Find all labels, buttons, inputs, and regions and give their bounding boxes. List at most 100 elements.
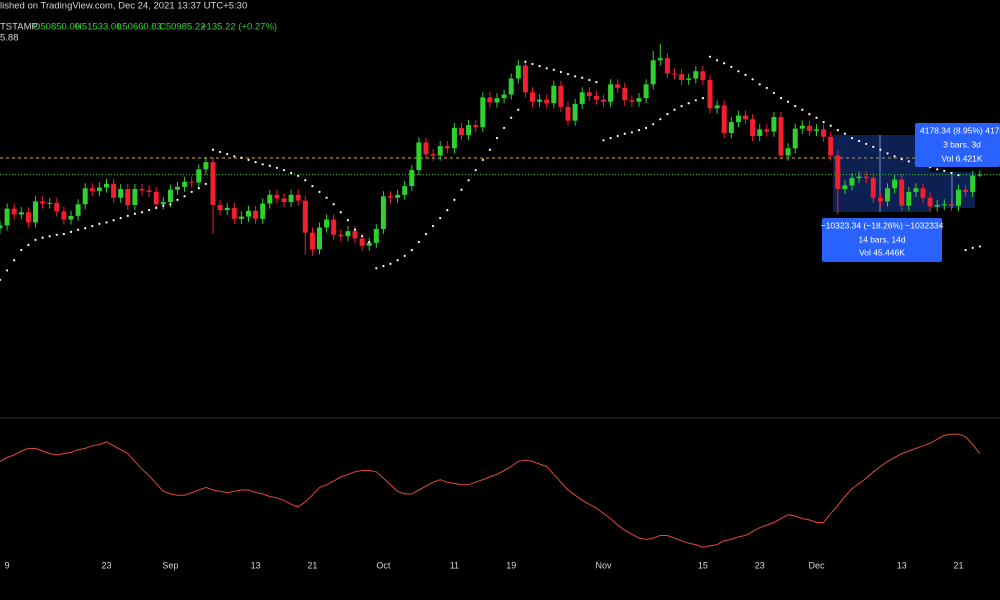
sar-dot [155,206,158,210]
candle-body [338,234,344,237]
x-tick-label: Nov [595,560,612,570]
sar-dot [503,126,506,130]
sar-dot [318,190,321,194]
sar-dot [566,73,570,76]
ohlc-close: C50985.22 [159,22,205,33]
candle-body [757,129,763,136]
sar-dot [282,169,286,172]
sar-dot [148,208,151,212]
ohlc-low: L50660.83 [117,22,162,33]
candle-body [139,189,145,191]
sar-dot [858,139,861,143]
candle-body [970,175,976,192]
sar-dot [439,216,442,220]
candle-body [388,196,393,198]
sar-dot [701,97,705,100]
sar-dot [787,100,790,103]
candle-body [25,212,31,223]
measure-volume: Vol 6.421K [941,153,982,163]
candle-body [728,122,734,134]
candle-body [863,176,869,179]
candle-body [125,189,131,205]
candle-body [501,94,507,99]
sar-dot [957,174,960,177]
candle-body [111,183,117,198]
sar-dot [233,155,236,158]
candle-body [409,170,415,187]
candle-body [437,146,443,156]
candle-body [537,99,543,102]
candle-body [146,190,152,192]
sar-dot [446,208,449,212]
candle-body [89,188,95,192]
candle-body [700,71,706,80]
candle-body [40,201,46,204]
candle-body [593,95,599,100]
sar-dot [20,248,23,252]
sar-dot [716,59,719,62]
sar-dot [325,196,328,199]
sar-dot [0,278,2,281]
x-tick-label: 19 [506,560,516,570]
candle-body [821,129,827,137]
sar-dot [176,198,179,202]
sar-dot [758,83,761,86]
sar-dot [247,158,250,162]
sar-dot [843,132,847,135]
sar-dot [744,73,747,76]
sar-dot [48,235,51,238]
candle-body [224,207,230,211]
ohlc-high: H51533.00 [75,22,121,33]
sar-dot [836,129,839,132]
candle-body [963,189,969,192]
sar-dot [616,134,619,138]
sar-dot [581,76,584,79]
sar-dot [140,211,144,214]
candle-body [579,92,585,104]
sar-dot [389,262,392,265]
sar-dot [417,240,420,244]
candle-body [565,106,571,121]
candle-body [828,136,834,156]
sar-dot [680,105,683,108]
sar-dot [794,105,797,108]
candle-body [778,117,784,156]
candle-body [799,125,805,129]
candle-body [487,97,493,103]
measure-label-box [822,218,942,262]
candle-body [544,99,550,104]
candle-body [927,197,933,207]
candle-body [835,155,841,190]
candle-body [309,232,315,250]
candle-body [231,207,237,219]
oscillator-line [0,433,981,548]
candle-body [870,178,876,198]
sar-dot [574,75,577,78]
candle-body [920,188,926,198]
sar-dot [822,121,825,124]
measure-change: −10323.34 (−18.26%) −1032334 [821,220,944,230]
sar-dot [978,245,981,248]
candle-body [530,92,535,102]
candle-body [444,146,450,149]
sar-dot [41,236,44,239]
candle-body [182,181,188,187]
sar-dot [779,97,783,100]
candle-body [61,211,67,220]
measure-volume: Vol 45.446K [859,247,905,257]
candle-body [189,181,195,183]
candle-body [359,238,365,246]
candle-body [956,189,961,206]
candle-body [0,225,3,229]
sar-dot [772,91,776,95]
candle-body [267,194,273,204]
sar-dot [737,70,740,73]
sar-dot [361,235,364,238]
sar-dot [339,211,342,214]
sar-dot [602,139,605,142]
ohlc-change: +135.22 (+0.27%) [201,22,277,33]
candle-body [459,127,464,136]
candle-body [160,202,166,205]
candle-body [679,74,685,80]
candle-body [522,65,528,93]
